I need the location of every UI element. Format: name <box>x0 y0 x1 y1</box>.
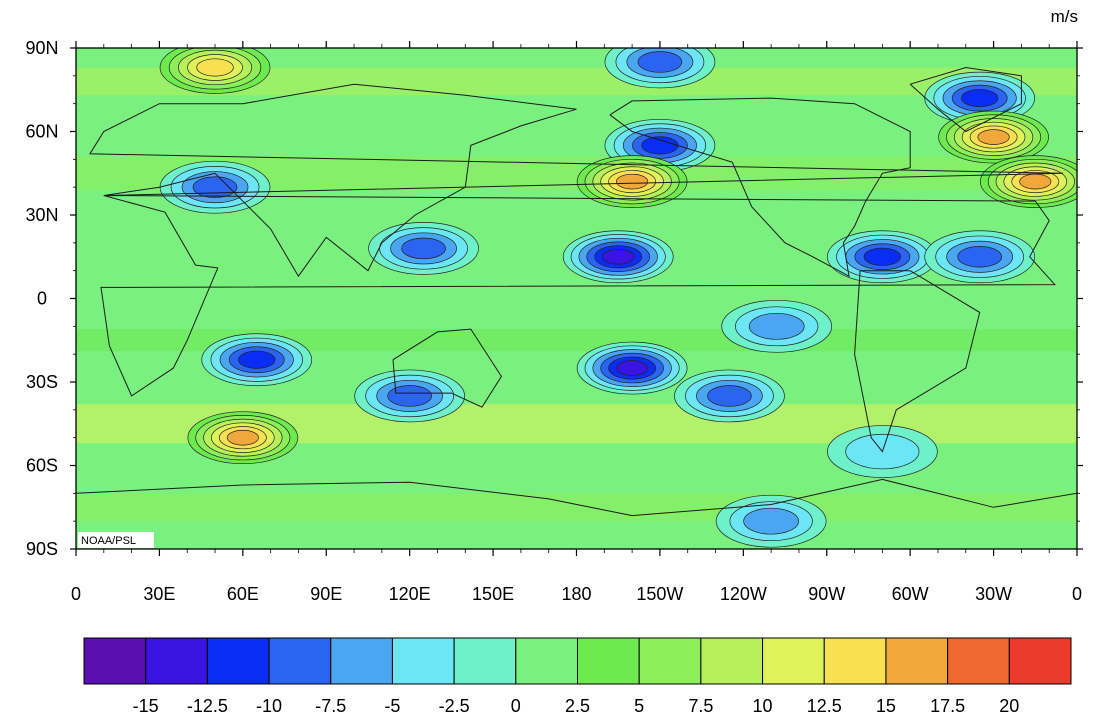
colorbar-label: -15 <box>133 696 159 716</box>
colorbar-swatch <box>145 637 208 685</box>
lon-tick-label: 30W <box>975 584 1012 604</box>
lat-tick-label: 90N <box>25 38 58 58</box>
colorbar-swatch <box>330 637 393 685</box>
contour-region <box>637 51 683 73</box>
colorbar: -15 -12.5 -10 -7.5 -5 -2.5 0 2.5 5 7.5 10 12.5 15 17.… <box>83 637 1072 716</box>
contour-region <box>1019 173 1052 190</box>
contour-region <box>863 247 902 266</box>
colorbar-swatch <box>453 637 517 685</box>
colorbar-swatch <box>885 637 949 685</box>
units-label: m/s <box>1051 7 1078 26</box>
coastlines <box>76 66 1077 517</box>
lon-tick-label: 120W <box>720 584 767 604</box>
lon-tick-label: 60E <box>227 584 259 604</box>
lon-tick-label: 90E <box>310 584 342 604</box>
lon-tick-label: 180 <box>561 584 591 604</box>
colorbar-label: -2.5 <box>439 696 470 716</box>
lat-tick-label: 60S <box>26 456 58 476</box>
coastline <box>909 66 1022 133</box>
contour-region <box>616 360 649 376</box>
coastline <box>100 195 1056 397</box>
colorbar-swatch <box>268 637 332 685</box>
lat-tick-label: 60N <box>25 122 58 142</box>
colorbar-swatch <box>638 637 702 685</box>
coastline <box>854 270 981 453</box>
lat-tick-label: 90S <box>26 539 58 559</box>
contour-region <box>707 385 752 407</box>
lon-tick-label: 150E <box>472 584 514 604</box>
colorbar-label: 5 <box>634 696 644 716</box>
colorbar-label: 12.5 <box>807 696 842 716</box>
wind-field-contours <box>76 48 1077 548</box>
colorbar-label: -12.5 <box>187 696 228 716</box>
contour-region <box>602 248 635 265</box>
colorbar-swatch <box>206 637 270 685</box>
colorbar-swatch <box>700 637 764 685</box>
latitude-axis: 90N 60N 30N 0 30S 60S 90S <box>25 38 1083 559</box>
contour-region <box>977 129 1010 145</box>
colorbar-label: -7.5 <box>315 696 346 716</box>
contour-region <box>401 237 446 260</box>
contour-region <box>192 176 238 198</box>
credit-box <box>78 532 154 548</box>
lon-tick-label: 30E <box>143 584 175 604</box>
contour-region <box>387 385 433 407</box>
lat-tick-label: 30N <box>25 205 58 225</box>
colorbar-label: 15 <box>876 696 896 716</box>
colorbar-swatch <box>515 637 578 685</box>
contour-region <box>238 350 276 369</box>
contour-region <box>957 246 1003 268</box>
contour-region <box>743 507 799 535</box>
colorbar-swatch <box>823 637 887 685</box>
colorbar-swatch <box>762 637 825 685</box>
contour-region <box>748 312 805 340</box>
colorbar-swatch <box>83 637 147 685</box>
coastline <box>76 478 1077 517</box>
lon-tick-label: 90W <box>808 584 845 604</box>
colorbar-label: 17.5 <box>930 696 965 716</box>
colorbar-label: -10 <box>256 696 282 716</box>
contour-region <box>960 89 999 108</box>
map-panel: NOAA/PSL <box>75 47 1078 550</box>
coastline <box>392 328 502 408</box>
lon-tick-label: 0 <box>1072 584 1082 604</box>
colorbar-label: 10 <box>753 696 773 716</box>
colorbar-swatch <box>947 637 1010 685</box>
colorbar-label: 20 <box>999 696 1019 716</box>
coastline <box>89 83 1064 278</box>
colorbar-label: 2.5 <box>565 696 590 716</box>
coastline <box>609 97 911 278</box>
colorbar-label: 7.5 <box>688 696 713 716</box>
colorbar-swatch <box>391 637 455 685</box>
lon-tick-label: 0 <box>71 584 81 604</box>
lat-tick-label: 30S <box>26 372 58 392</box>
colorbar-swatch <box>577 637 640 685</box>
colorbar-swatch <box>1008 637 1072 685</box>
colorbar-label: -5 <box>384 696 400 716</box>
lon-tick-label: 120E <box>389 584 431 604</box>
zonal-band <box>76 493 1077 522</box>
contour-region <box>641 136 679 155</box>
contour-region <box>616 173 649 190</box>
lon-tick-label: 60W <box>892 584 929 604</box>
longitude-axis: 0 30E 60E 90E 120E 150E 180 150W 120W 90W 60W 30W 0 <box>71 41 1082 604</box>
colorbar-label: 0 <box>511 696 521 716</box>
contour-region <box>226 429 259 446</box>
contour-region <box>196 58 234 77</box>
lat-tick-label: 0 <box>37 289 47 309</box>
lon-tick-label: 150W <box>636 584 683 604</box>
credit-label: NOAA/PSL <box>81 535 136 547</box>
